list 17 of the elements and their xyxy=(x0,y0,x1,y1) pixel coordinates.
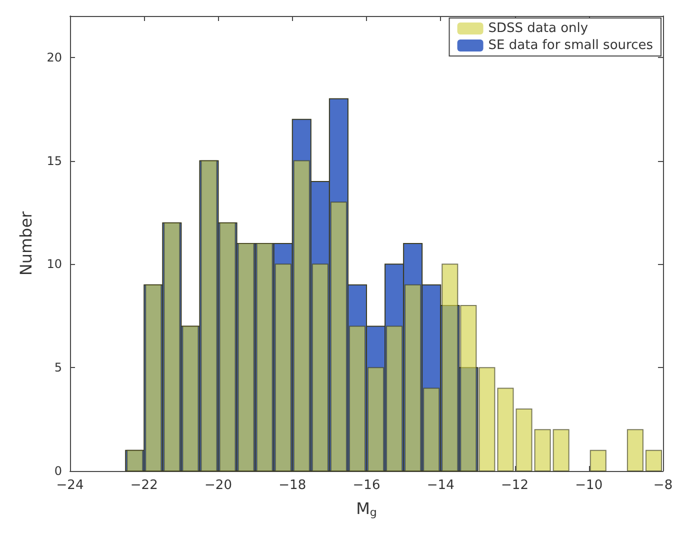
x-tick-label: −8 xyxy=(653,478,673,493)
y-tick-label: 20 xyxy=(46,50,62,64)
y-tick-label: 10 xyxy=(46,257,62,272)
x-tick-label: −18 xyxy=(278,478,306,493)
x-tick-label: −12 xyxy=(501,478,528,493)
x-tick-label: −22 xyxy=(130,478,158,493)
x-tick-label: −10 xyxy=(575,478,603,493)
x-tick-label: −16 xyxy=(352,478,380,493)
y-tick-label: 0 xyxy=(54,464,62,478)
legend-label: SDSS data only xyxy=(488,21,588,36)
y-tick-label: 15 xyxy=(46,154,62,168)
y-tick-label: 5 xyxy=(54,360,62,375)
x-tick-label: −24 xyxy=(56,478,84,493)
y-axis-title: Number xyxy=(16,210,36,276)
legend-label: SE data for small sources xyxy=(488,38,654,53)
x-tick-label: −20 xyxy=(204,478,232,493)
x-tick-label: −14 xyxy=(426,478,454,493)
